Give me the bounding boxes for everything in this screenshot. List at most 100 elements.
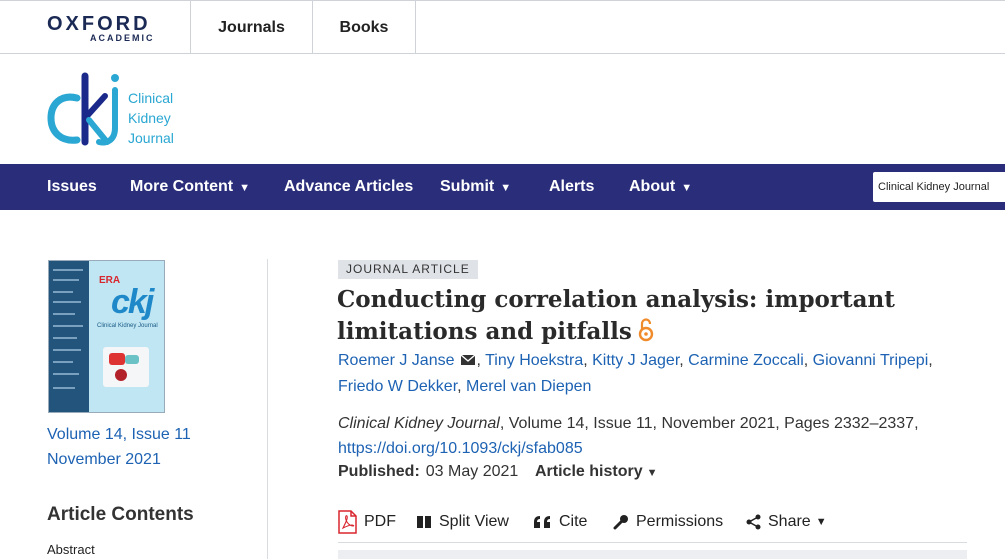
nav-label: Advance Articles [284, 178, 414, 195]
caret-down-icon: ▼ [681, 182, 693, 194]
nav-about[interactable]: About ▼ [629, 164, 692, 210]
ckj-mark-icon [47, 72, 119, 146]
mail-icon[interactable] [460, 354, 476, 366]
nav-label: More Content [130, 178, 234, 195]
author-link[interactable]: Merel van Diepen [466, 378, 592, 395]
top-bar: OXFORD ACADEMIC Journals Books [0, 0, 1005, 54]
cover-line [53, 269, 83, 271]
oup-sub: ACADEMIC [90, 33, 155, 43]
doi-link[interactable]: https://doi.org/10.1093/ckj/sfab085 [338, 440, 583, 457]
article-title-text: Conducting correlation analysis: importa… [337, 286, 895, 345]
cover-line [53, 361, 73, 363]
journal-logo[interactable]: Clinical Kidney Journal [47, 70, 187, 150]
journal-logo-line: Clinical [128, 90, 174, 106]
main-nav: Issues More Content ▼ Advance Articles Su… [0, 164, 1005, 210]
oxford-academic-logo[interactable]: OXFORD ACADEMIC [47, 13, 167, 45]
cover-line [53, 387, 75, 389]
issue-link[interactable]: Volume 14, Issue 11 November 2021 [47, 422, 191, 472]
cover-shape [109, 353, 125, 365]
sidebar-divider [267, 259, 268, 559]
published-label: Published: [338, 463, 420, 480]
article-contents-title: Article Contents [47, 504, 194, 525]
key-icon [613, 515, 628, 530]
cover-left-panel [49, 261, 89, 412]
cover-line [53, 313, 75, 315]
author-link[interactable]: Tiny Hoekstra [485, 352, 584, 369]
share-button[interactable]: Share ▼ [746, 510, 827, 534]
citation: Clinical Kidney Journal, Volume 14, Issu… [338, 411, 958, 461]
cover-line [53, 325, 83, 327]
split-view-label: Split View [439, 513, 509, 530]
caret-down-icon: ▼ [500, 182, 512, 194]
pdf-icon [338, 510, 357, 534]
author-separator: , [476, 352, 486, 369]
nav-issues[interactable]: Issues [47, 164, 97, 210]
permissions-button[interactable]: Permissions [613, 510, 723, 534]
cover-line [53, 337, 77, 339]
split-view-icon [417, 516, 431, 528]
issue-volume: Volume 14, Issue 11 [47, 426, 191, 443]
published-date: 03 May 2021 [425, 463, 519, 480]
nav-alerts[interactable]: Alerts [549, 164, 594, 210]
cover-ckj-logo: ckj [111, 283, 154, 321]
split-view-button[interactable]: Split View [416, 510, 509, 534]
cite-label: Cite [559, 513, 588, 530]
citation-journal: Clinical Kidney Journal [338, 415, 500, 432]
cover-shape [115, 369, 127, 381]
caret-down-icon: ▼ [646, 467, 658, 479]
journal-logo-text: Clinical Kidney Journal [128, 88, 174, 148]
published-row: Published: 03 May 2021 [338, 463, 518, 481]
author-link[interactable]: Kitty J Jager [592, 352, 680, 369]
oup-name: OXFORD [47, 13, 151, 35]
article-title: Conducting correlation analysis: importa… [337, 284, 937, 348]
search-scope-select[interactable]: Clinical Kidney Journal [873, 172, 1005, 202]
cover-journal-title: Clinical Kidney Journal [97, 323, 158, 329]
journal-logo-line: Kidney [128, 110, 171, 126]
caret-down-icon: ▼ [239, 182, 250, 194]
nav-submit[interactable]: Submit ▼ [440, 164, 511, 210]
nav-advance-articles[interactable]: Advance Articles [284, 164, 413, 210]
author-separator: , [803, 352, 813, 369]
cover-illustration [103, 347, 149, 387]
author-separator: , [583, 352, 593, 369]
author-list: Roemer J Janse, Tiny Hoekstra, Kitty J J… [338, 348, 958, 400]
cover-shape [125, 355, 139, 364]
caret-down-icon: ▼ [815, 516, 827, 528]
author-link[interactable]: Carmine Zoccali [688, 352, 804, 369]
author-link[interactable]: Roemer J Janse [338, 352, 455, 369]
toolbar-divider [338, 542, 967, 543]
nav-label: About [629, 178, 676, 195]
share-label: Share [768, 513, 811, 530]
nav-label: Submit [440, 178, 495, 195]
issue-cover-image[interactable]: ERA ckj Clinical Kidney Journal [48, 260, 165, 413]
share-icon [746, 514, 761, 530]
author-separator: , [457, 378, 467, 395]
cover-era-logo: ERA [99, 275, 121, 286]
cover-line [53, 291, 73, 293]
journal-logo-line: Journal [128, 130, 174, 146]
cover-line [53, 349, 81, 351]
article-type-badge: JOURNAL ARTICLE [338, 260, 478, 279]
open-access-icon [638, 318, 654, 342]
cover-line [53, 373, 79, 375]
nav-more-content[interactable]: More Content ▼ [130, 164, 250, 210]
permissions-label: Permissions [636, 513, 724, 530]
quote-icon [534, 516, 550, 528]
topnav-books[interactable]: Books [312, 1, 416, 54]
author-link[interactable]: Giovanni Tripepi [812, 352, 929, 369]
author-separator: , [679, 352, 689, 369]
author-separator: , [928, 352, 933, 369]
cover-line [53, 301, 81, 303]
author-link[interactable]: Friedo W Dekker [338, 378, 458, 395]
cite-button[interactable]: Cite [533, 510, 587, 534]
pdf-label: PDF [364, 513, 396, 530]
topnav-journals[interactable]: Journals [190, 1, 312, 54]
content-panel-top [338, 550, 967, 559]
nav-label: Alerts [549, 178, 595, 195]
article-history-toggle[interactable]: Article history ▼ [535, 463, 657, 481]
nav-label: Issues [47, 178, 97, 195]
contents-item-abstract[interactable]: Abstract [47, 542, 95, 557]
pdf-button[interactable]: PDF [338, 510, 396, 534]
cover-line [53, 279, 79, 281]
citation-details: , Volume 14, Issue 11, November 2021, Pa… [499, 415, 919, 432]
